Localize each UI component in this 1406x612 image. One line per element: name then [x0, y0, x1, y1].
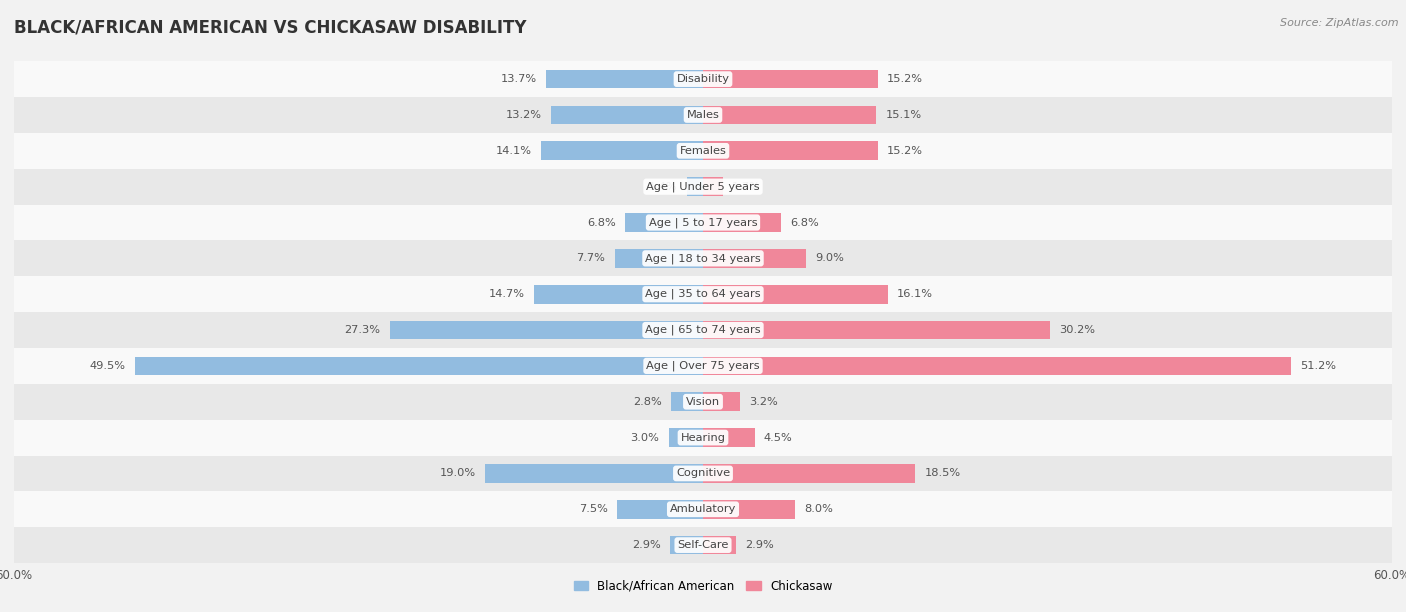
Bar — [14, 312, 1392, 348]
Bar — [14, 133, 1392, 169]
Text: 49.5%: 49.5% — [90, 361, 125, 371]
Text: 15.2%: 15.2% — [887, 146, 922, 156]
Bar — [14, 241, 1392, 276]
Text: 6.8%: 6.8% — [790, 217, 820, 228]
Text: Self-Care: Self-Care — [678, 540, 728, 550]
Bar — [135, 357, 703, 375]
Bar — [14, 348, 1392, 384]
Bar — [703, 141, 877, 160]
Text: 13.7%: 13.7% — [501, 74, 537, 84]
Text: BLACK/AFRICAN AMERICAN VS CHICKASAW DISABILITY: BLACK/AFRICAN AMERICAN VS CHICKASAW DISA… — [14, 18, 527, 36]
Text: 3.0%: 3.0% — [630, 433, 659, 442]
Text: Age | 18 to 34 years: Age | 18 to 34 years — [645, 253, 761, 264]
Text: Age | 35 to 64 years: Age | 35 to 64 years — [645, 289, 761, 299]
Text: 8.0%: 8.0% — [804, 504, 832, 514]
Bar — [703, 321, 1050, 340]
Text: Cognitive: Cognitive — [676, 468, 730, 479]
Text: Vision: Vision — [686, 397, 720, 407]
Text: 2.9%: 2.9% — [745, 540, 775, 550]
Bar — [703, 428, 755, 447]
Text: Females: Females — [679, 146, 727, 156]
Text: 2.9%: 2.9% — [631, 540, 661, 550]
Bar — [624, 213, 703, 232]
Bar — [14, 204, 1392, 241]
Text: 30.2%: 30.2% — [1059, 325, 1095, 335]
Bar — [617, 500, 703, 518]
Bar — [14, 455, 1392, 491]
Bar — [14, 276, 1392, 312]
Text: 15.2%: 15.2% — [887, 74, 922, 84]
Bar — [703, 392, 740, 411]
Text: Hearing: Hearing — [681, 433, 725, 442]
Bar — [14, 527, 1392, 563]
Text: 4.5%: 4.5% — [763, 433, 793, 442]
Bar — [703, 500, 794, 518]
Bar — [703, 70, 877, 89]
Bar — [703, 106, 876, 124]
Text: 18.5%: 18.5% — [925, 468, 960, 479]
Bar — [703, 536, 737, 554]
Text: 3.2%: 3.2% — [749, 397, 778, 407]
Text: 14.7%: 14.7% — [489, 289, 524, 299]
Text: 1.7%: 1.7% — [731, 182, 761, 192]
Bar — [14, 491, 1392, 527]
Text: 13.2%: 13.2% — [506, 110, 543, 120]
Legend: Black/African American, Chickasaw: Black/African American, Chickasaw — [569, 575, 837, 597]
Text: Age | Over 75 years: Age | Over 75 years — [647, 360, 759, 371]
Bar — [703, 285, 887, 304]
Text: 16.1%: 16.1% — [897, 289, 934, 299]
Bar — [389, 321, 703, 340]
Bar — [703, 249, 807, 267]
Text: 15.1%: 15.1% — [886, 110, 922, 120]
Bar — [703, 357, 1291, 375]
Bar — [14, 61, 1392, 97]
Bar — [614, 249, 703, 267]
Text: Age | 65 to 74 years: Age | 65 to 74 years — [645, 325, 761, 335]
Text: Disability: Disability — [676, 74, 730, 84]
Text: 2.8%: 2.8% — [633, 397, 662, 407]
Text: 14.1%: 14.1% — [496, 146, 531, 156]
Bar — [546, 70, 703, 89]
Text: 27.3%: 27.3% — [344, 325, 381, 335]
Text: 51.2%: 51.2% — [1301, 361, 1336, 371]
Bar — [541, 141, 703, 160]
Text: Ambulatory: Ambulatory — [669, 504, 737, 514]
Text: 7.7%: 7.7% — [576, 253, 606, 263]
Bar — [669, 536, 703, 554]
Bar — [703, 177, 723, 196]
Text: 19.0%: 19.0% — [440, 468, 475, 479]
Bar — [671, 392, 703, 411]
Text: 9.0%: 9.0% — [815, 253, 845, 263]
Bar — [551, 106, 703, 124]
Bar — [14, 384, 1392, 420]
Bar — [688, 177, 703, 196]
Text: Age | Under 5 years: Age | Under 5 years — [647, 181, 759, 192]
Bar — [14, 97, 1392, 133]
Text: Males: Males — [686, 110, 720, 120]
Text: 1.4%: 1.4% — [650, 182, 678, 192]
Bar — [534, 285, 703, 304]
Bar — [703, 464, 915, 483]
Text: 7.5%: 7.5% — [579, 504, 607, 514]
Bar — [703, 213, 782, 232]
Text: Age | 5 to 17 years: Age | 5 to 17 years — [648, 217, 758, 228]
Bar — [669, 428, 703, 447]
Bar — [485, 464, 703, 483]
Bar — [14, 420, 1392, 455]
Text: 6.8%: 6.8% — [586, 217, 616, 228]
Bar — [14, 169, 1392, 204]
Text: Source: ZipAtlas.com: Source: ZipAtlas.com — [1281, 18, 1399, 28]
